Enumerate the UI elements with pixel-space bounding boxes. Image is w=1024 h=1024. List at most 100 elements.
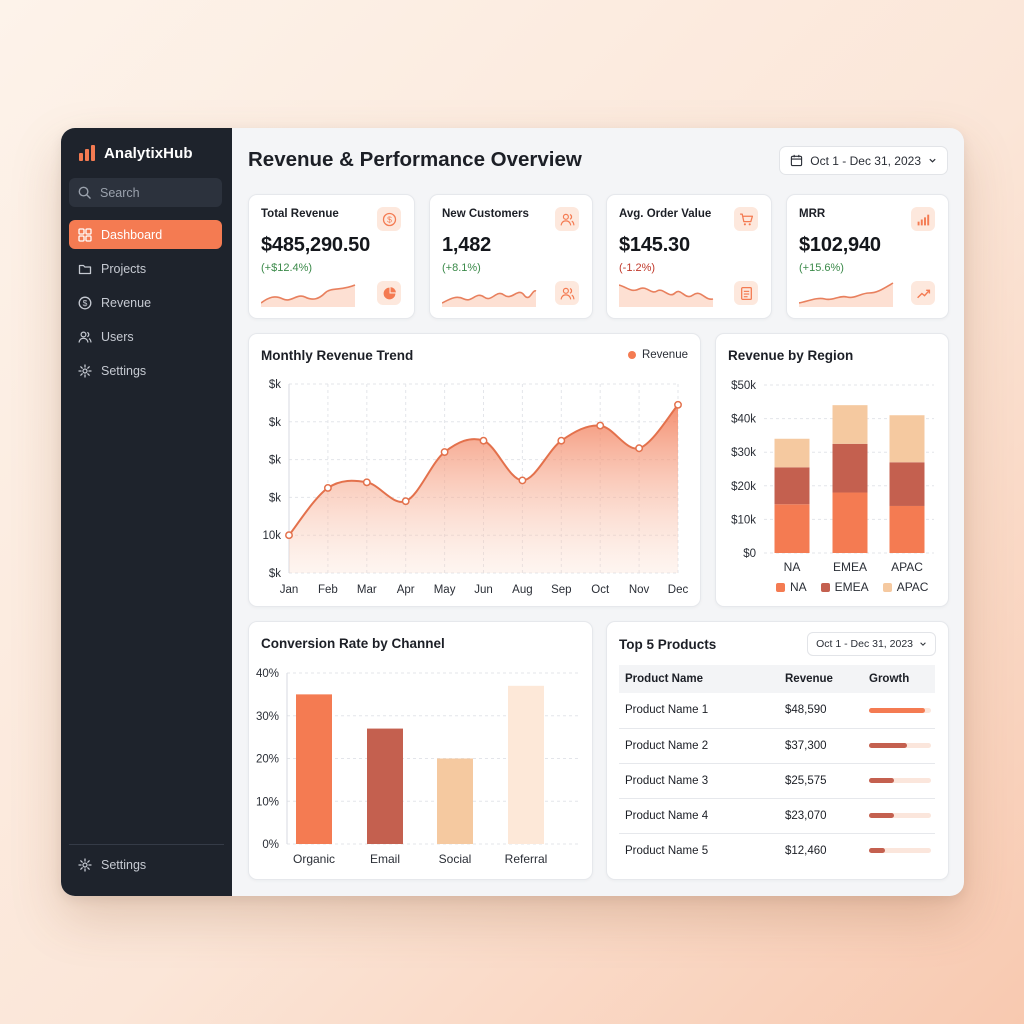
search-box[interactable] (69, 178, 222, 207)
sidebar-item-revenue[interactable]: $ Revenue (69, 288, 222, 317)
data-point[interactable] (518, 476, 527, 485)
revenue-by-region-card: Revenue by Region $0 $10k $20k $30k $40k $50k… (715, 333, 949, 607)
sidebar-item-label: Projects (101, 261, 147, 276)
legend-item-na: NA (776, 580, 807, 594)
table-row[interactable]: Product Name 1 $48,590 (619, 693, 935, 729)
bar-na-emea[interactable] (832, 492, 868, 553)
trend-up-icon (911, 281, 935, 305)
product-revenue: $25,575 (779, 763, 863, 799)
sidebar-item-label: Revenue (101, 295, 152, 310)
product-growth (863, 763, 935, 799)
bar-apac-apac[interactable] (889, 415, 925, 463)
column-header[interactable]: Growth (863, 665, 935, 693)
column-header[interactable]: Revenue (779, 665, 863, 693)
growth-bar-fill (869, 813, 894, 818)
revenue-by-region-chart: $0 $10k $20k $30k $40k $50k NA EMEA APAC (731, 380, 934, 574)
kpi-delta: (+15.6%) (799, 262, 844, 274)
bar-emea-apac[interactable] (889, 462, 925, 506)
kpi-sparkline (442, 290, 537, 307)
bar-email[interactable] (367, 728, 403, 844)
sidebar-item-settings[interactable]: Settings (69, 356, 222, 385)
y-tick-label: $50k (731, 380, 756, 392)
bar-apac-na[interactable] (774, 438, 810, 468)
data-point[interactable] (596, 421, 605, 430)
bar-emea-na[interactable] (774, 467, 810, 505)
legend-swatch (820, 582, 830, 592)
top-products-card: Top 5 Products Oct 1 - Dec 31, 2023 Prod… (606, 621, 949, 880)
x-tick-label: Apr (397, 584, 415, 596)
table-row[interactable]: Product Name 3 $25,575 (619, 763, 935, 799)
data-point[interactable] (635, 444, 644, 453)
data-point[interactable] (440, 448, 449, 456)
search-input[interactable] (100, 185, 210, 200)
sidebar-nav: Dashboard Projects $ Revenue (69, 220, 222, 390)
receipt-icon (734, 281, 758, 305)
growth-bar-fill (869, 707, 925, 713)
product-name: Product Name 3 (619, 763, 779, 799)
card-title: Top 5 Products (619, 637, 717, 652)
sidebar-footer-settings[interactable]: Settings (78, 854, 146, 876)
data-point[interactable] (401, 497, 410, 506)
bar-referral[interactable] (508, 685, 544, 844)
monthly-revenue-chart: $k 10k $k $k $k $k Jan Feb Mar Apr May Jun Aug Sep Oct… (262, 379, 688, 596)
product-name: Product Name 2 (619, 728, 779, 764)
column-header[interactable]: Product Name (619, 665, 779, 693)
product-revenue: $12,460 (785, 844, 827, 857)
date-range-picker[interactable]: Oct 1 - Dec 31, 2023 (779, 146, 948, 175)
x-tick-label: Nov (629, 584, 650, 596)
y-tick-label: $10k (731, 514, 756, 526)
card-title: Conversion Rate by Channel (261, 636, 445, 651)
data-point[interactable] (362, 478, 371, 487)
product-name: Product Name 1 (619, 693, 779, 729)
products-date-label: Oct 1 - Dec 31, 2023 (816, 638, 913, 650)
data-point[interactable] (557, 436, 566, 445)
table-row[interactable]: Product Name 5 $12,460 (619, 833, 935, 868)
x-tick-label: APAC (891, 560, 923, 574)
growth-bar-track (869, 743, 931, 748)
cart-icon (734, 207, 758, 231)
brand[interactable]: AnalytixHub (78, 144, 193, 162)
folder-icon (78, 264, 92, 274)
bar-na-na[interactable] (774, 504, 810, 553)
kpi-delta: (+8.1%) (442, 262, 481, 274)
growth-bar-track (869, 848, 931, 854)
users-icon (555, 207, 579, 231)
sidebar-item-dashboard[interactable]: Dashboard (69, 220, 222, 249)
search-icon (78, 186, 91, 199)
bar-na-apac[interactable] (889, 505, 925, 553)
legend-item-emea: EMEA (820, 580, 869, 594)
conversion-rate-chart: 0% 10% 20% 30% 40% Organic Email Social Referral (256, 668, 579, 866)
data-point[interactable] (285, 531, 293, 540)
y-tick-label: $k (269, 568, 281, 580)
table-row[interactable]: Product Name 2 $37,300 (619, 728, 935, 764)
kpi-card-total-revenue[interactable]: Total Revenue $ $485,290.50 (+$12.4%) (248, 194, 415, 319)
kpi-card-avg-order-value[interactable]: Avg. Order Value $145.30 (-1.2%) (606, 194, 772, 319)
kpi-card-mrr[interactable]: MRR $102,940 (+15.6%) (786, 194, 949, 319)
bar-apac-emea[interactable] (832, 405, 868, 444)
growth-bar-fill (869, 848, 885, 854)
kpi-value: $485,290.50 (261, 234, 371, 256)
legend-label: APAC (896, 580, 929, 594)
legend-label: EMEA (834, 580, 869, 594)
bar-signal-icon (911, 207, 935, 231)
revenue-area (289, 404, 678, 573)
x-tick-label: Jan (280, 584, 299, 596)
date-range-label: Oct 1 - Dec 31, 2023 (810, 153, 921, 168)
sidebar-item-label: Dashboard (101, 227, 163, 242)
kpi-card-new-customers[interactable]: New Customers 1,482 (+8.1%) (429, 194, 593, 319)
table-row[interactable]: Product Name 4 $23,070 (619, 798, 935, 834)
x-tick-label: Mar (357, 584, 377, 596)
x-tick-label: May (434, 584, 456, 596)
kpi-title: New Customers (442, 208, 529, 220)
data-point[interactable] (479, 436, 488, 445)
bar-organic[interactable] (296, 694, 332, 844)
data-point[interactable] (323, 484, 332, 492)
sidebar-item-users[interactable]: Users (69, 322, 222, 351)
bar-emea-emea[interactable] (832, 443, 868, 493)
products-date-picker[interactable]: Oct 1 - Dec 31, 2023 (807, 632, 936, 656)
sidebar-item-projects[interactable]: Projects (69, 254, 222, 283)
data-point[interactable] (674, 400, 682, 409)
kpi-value: $102,940 (799, 234, 881, 256)
bar-social[interactable] (437, 758, 473, 845)
product-growth (863, 833, 935, 868)
